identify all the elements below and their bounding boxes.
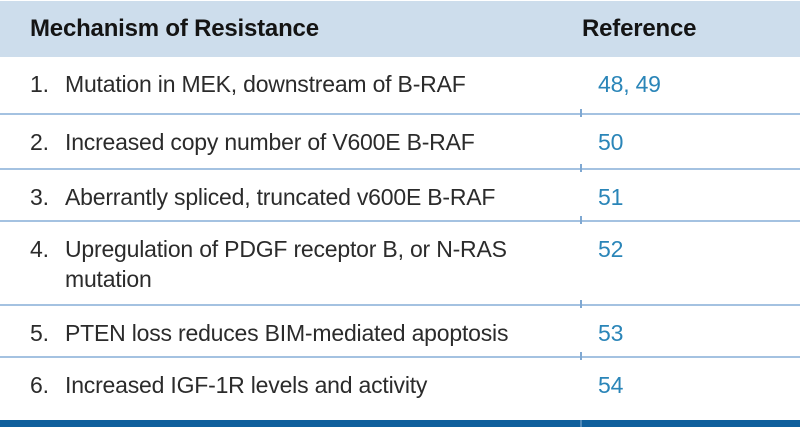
table-row: 3. Aberrantly spliced, truncated v600E B…: [0, 170, 800, 224]
row-number: 6.: [30, 372, 49, 398]
table-row: 2. Increased copy number of V600E B-RAF …: [0, 115, 800, 172]
mechanism-text: Aberrantly spliced, truncated v600E B-RA…: [65, 184, 496, 210]
reference-link[interactable]: 49: [635, 71, 661, 97]
column-header-reference: Reference: [582, 15, 697, 42]
row-number: 2.: [30, 129, 49, 155]
mechanism-text: Increased copy number of V600E B-RAF: [65, 129, 475, 155]
row-number: 3.: [30, 184, 49, 210]
reference-link[interactable]: 52: [598, 236, 624, 262]
reference-cell: 52: [598, 222, 800, 264]
table-row: 4. Upregulation of PDGF receptor B, or N…: [0, 222, 800, 308]
reference-cell: 53: [598, 306, 800, 348]
table-bottom-rule: [0, 420, 800, 427]
mechanism-cell: 1. Mutation in MEK, downstream of B-RAF: [0, 57, 598, 99]
row-number: 4.: [30, 236, 49, 262]
mechanism-cell: 4. Upregulation of PDGF receptor B, or N…: [0, 222, 598, 294]
column-divider-tick: [580, 300, 582, 308]
table-row: 5. PTEN loss reduces BIM-mediated apopto…: [0, 306, 800, 360]
mechanism-text: Upregulation of PDGF receptor B, or N-RA…: [65, 236, 507, 292]
mechanism-text: Mutation in MEK, downstream of B-RAF: [65, 71, 466, 97]
table-row: 1. Mutation in MEK, downstream of B-RAF …: [0, 57, 800, 117]
reference-cell: 48, 49: [598, 71, 661, 97]
reference-cell: 50: [598, 115, 800, 157]
table-header-row: Mechanism of Resistance Reference: [0, 1, 800, 57]
reference-cell: 51: [598, 170, 800, 212]
row-number: 5.: [30, 320, 49, 346]
column-divider-tick: [580, 352, 582, 360]
column-divider-tick: [580, 164, 582, 172]
mechanism-cell: 5. PTEN loss reduces BIM-mediated apopto…: [0, 306, 598, 348]
table-row: 6. Increased IGF-1R levels and activity …: [0, 358, 800, 420]
mechanism-cell: 6. Increased IGF-1R levels and activity: [0, 358, 598, 400]
table-body: 1. Mutation in MEK, downstream of B-RAF …: [0, 57, 800, 420]
bottom-rule-column-divider: [580, 420, 582, 427]
reference-link[interactable]: 53: [598, 320, 624, 346]
mechanism-cell: 3. Aberrantly spliced, truncated v600E B…: [0, 170, 598, 212]
reference-link[interactable]: 50: [598, 129, 624, 155]
mechanism-text: Increased IGF-1R levels and activity: [65, 372, 428, 398]
reference-link[interactable]: 54: [598, 372, 624, 398]
reference-link[interactable]: 51: [598, 184, 624, 210]
reference-link[interactable]: 48: [598, 71, 624, 97]
mechanism-cell: 2. Increased copy number of V600E B-RAF: [0, 115, 598, 157]
column-divider-tick: [580, 216, 582, 224]
column-divider-tick: [580, 109, 582, 117]
mechanism-text: PTEN loss reduces BIM-mediated apoptosis: [65, 320, 509, 346]
column-header-mechanism: Mechanism of Resistance: [30, 15, 319, 42]
row-number: 1.: [30, 71, 49, 97]
reference-cell: 54: [598, 358, 800, 400]
